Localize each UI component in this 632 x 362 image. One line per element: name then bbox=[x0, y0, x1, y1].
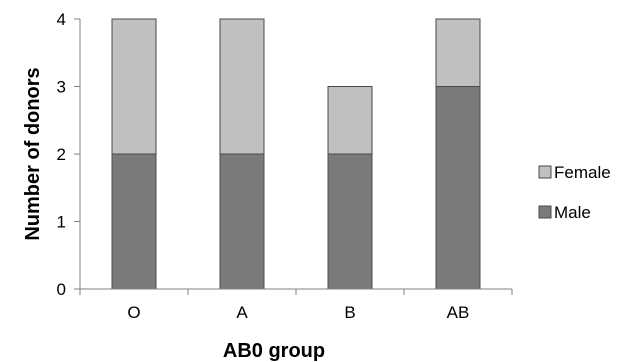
bar-male-ab bbox=[435, 86, 481, 290]
bar-male-b bbox=[327, 153, 373, 290]
x-tick-label: AB bbox=[447, 303, 470, 322]
bar-male-o bbox=[111, 153, 157, 290]
legend-label-female: Female bbox=[554, 163, 611, 182]
bar-layer bbox=[111, 18, 481, 290]
y-tick-label: 0 bbox=[57, 280, 66, 299]
y-tick-label: 3 bbox=[57, 78, 66, 97]
x-tick-label: O bbox=[127, 303, 140, 322]
legend-label-male: Male bbox=[554, 203, 591, 222]
x-tick-label: B bbox=[344, 303, 355, 322]
bar-female-b bbox=[327, 86, 373, 155]
y-tick-label: 1 bbox=[57, 213, 66, 232]
legend: Female Male bbox=[538, 163, 611, 222]
bar-female-ab bbox=[435, 18, 481, 87]
legend-swatch-male bbox=[538, 205, 552, 219]
y-axis-title: Number of donors bbox=[22, 67, 44, 240]
bar-male-a bbox=[219, 153, 265, 290]
y-tick-label: 4 bbox=[57, 10, 66, 29]
bar-female-o bbox=[111, 18, 157, 155]
y-tick-label: 2 bbox=[57, 145, 66, 164]
legend-swatch-female bbox=[538, 165, 552, 179]
x-axis-title: AB0 group bbox=[223, 340, 325, 362]
y-axis-ticks: 0 1 2 3 4 bbox=[57, 10, 80, 299]
bar-female-a bbox=[219, 18, 265, 155]
x-axis-ticks: O A B AB bbox=[79, 289, 513, 322]
x-tick-label: A bbox=[236, 303, 248, 322]
